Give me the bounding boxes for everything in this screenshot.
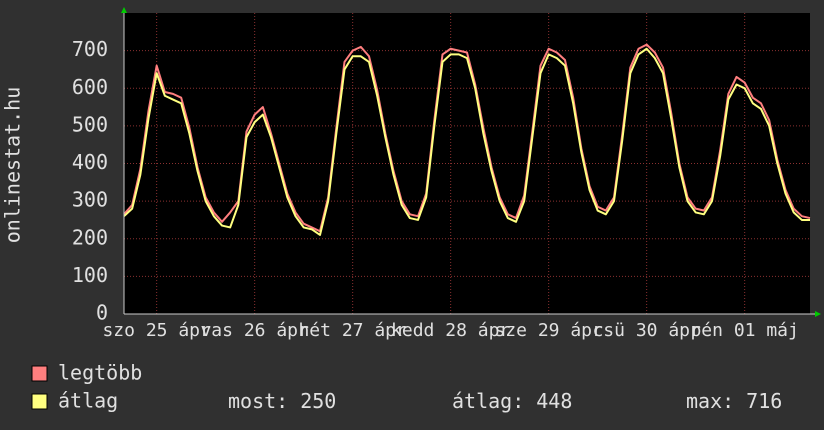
x-tick-label: hét 27 ápr	[298, 320, 407, 341]
y-tick-label: 700	[72, 37, 108, 61]
legend-swatch	[31, 393, 48, 410]
x-tick-label: vas 26 ápr	[200, 320, 309, 341]
stat-value: 448	[536, 389, 572, 413]
stat-label: átlag:	[452, 389, 524, 413]
stat-label: most:	[228, 389, 288, 413]
stat-value: 716	[746, 389, 782, 413]
legend-stat: max: 716	[686, 389, 782, 413]
y-axis-label: onlinestat.hu	[1, 87, 25, 244]
x-tick-label: szo 25 ápr	[102, 320, 211, 341]
x-tick-label: kedd 28 ápr	[391, 320, 510, 341]
y-tick-label: 300	[72, 188, 108, 212]
legend-label: legtöbb	[58, 361, 142, 385]
y-tick-label: 100	[72, 263, 108, 287]
series-line	[123, 47, 810, 236]
x-arrow	[815, 311, 821, 317]
x-tick-label: csü 30 ápr	[592, 320, 701, 341]
stat-label: max:	[686, 389, 734, 413]
x-tick-label: pén 01 máj	[690, 320, 798, 341]
y-tick-label: 400	[72, 150, 108, 174]
x-tick-label: sze 29 ápr	[494, 320, 603, 341]
legend: legtöbb átlag most: 250 átlag: 448 max: 716	[31, 361, 782, 413]
legend-swatch	[31, 365, 48, 382]
y-tick-label: 0	[96, 301, 108, 325]
legend-stat: átlag: 448	[452, 389, 572, 413]
y-arrow	[121, 7, 127, 13]
stat-value: 250	[300, 389, 336, 413]
y-tick-label: 200	[72, 225, 108, 249]
y-tick-label: 500	[72, 112, 108, 136]
legend-stat: most: 250	[228, 389, 336, 413]
y-tick-label: 600	[72, 75, 108, 99]
lines	[123, 43, 811, 236]
legend-label: átlag	[58, 389, 118, 413]
